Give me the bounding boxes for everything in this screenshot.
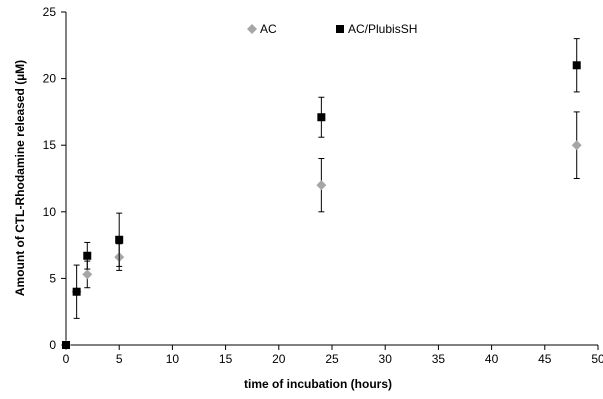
data-point bbox=[62, 341, 70, 349]
y-tick-label: 15 bbox=[43, 138, 57, 152]
x-tick-label: 15 bbox=[219, 352, 233, 366]
data-point bbox=[82, 269, 93, 280]
data-point bbox=[72, 287, 81, 296]
x-tick-label: 25 bbox=[325, 352, 339, 366]
y-tick-label: 10 bbox=[43, 205, 57, 219]
axes bbox=[65, 12, 598, 346]
legend-item: AC/PlubisSH bbox=[336, 22, 417, 36]
x-tick-label: 45 bbox=[538, 352, 552, 366]
x-tick-label: 30 bbox=[379, 352, 393, 366]
x-tick-label: 50 bbox=[591, 352, 603, 366]
y-tick-label: 20 bbox=[43, 72, 57, 86]
data-point bbox=[83, 251, 92, 260]
x-axis-label: time of incubation (hours) bbox=[244, 377, 392, 391]
legend: AC AC/PlubisSH bbox=[247, 22, 417, 36]
y-tick-label: 5 bbox=[49, 271, 56, 285]
x-tick-label: 10 bbox=[166, 352, 180, 366]
legend-item: AC bbox=[247, 22, 277, 36]
legend-label: AC bbox=[260, 22, 277, 36]
series-layer bbox=[61, 38, 582, 350]
y-axis-label: Amount of CTL-Rhodamine released (µM) bbox=[13, 60, 27, 296]
x-ticks: 0 5 10 15 20 25 30 35 40 45 50 bbox=[63, 345, 603, 366]
y-tick-label: 0 bbox=[49, 338, 56, 352]
legend-marker bbox=[336, 25, 344, 33]
legend-label: AC/PlubisSH bbox=[348, 22, 417, 36]
series-ac bbox=[61, 111, 582, 350]
series-ac-plubissh bbox=[62, 38, 581, 349]
data-point bbox=[571, 140, 582, 151]
x-tick-label: 20 bbox=[272, 352, 286, 366]
y-tick-label: 25 bbox=[43, 5, 57, 19]
data-point bbox=[317, 113, 326, 122]
data-point bbox=[316, 180, 327, 191]
x-tick-label: 35 bbox=[432, 352, 446, 366]
x-tick-label: 0 bbox=[63, 352, 70, 366]
legend-marker bbox=[247, 24, 257, 34]
data-point bbox=[115, 235, 124, 244]
data-point bbox=[572, 61, 581, 70]
x-tick-label: 40 bbox=[485, 352, 499, 366]
y-ticks: 0 5 10 15 20 25 bbox=[43, 5, 66, 352]
x-tick-label: 5 bbox=[116, 352, 123, 366]
